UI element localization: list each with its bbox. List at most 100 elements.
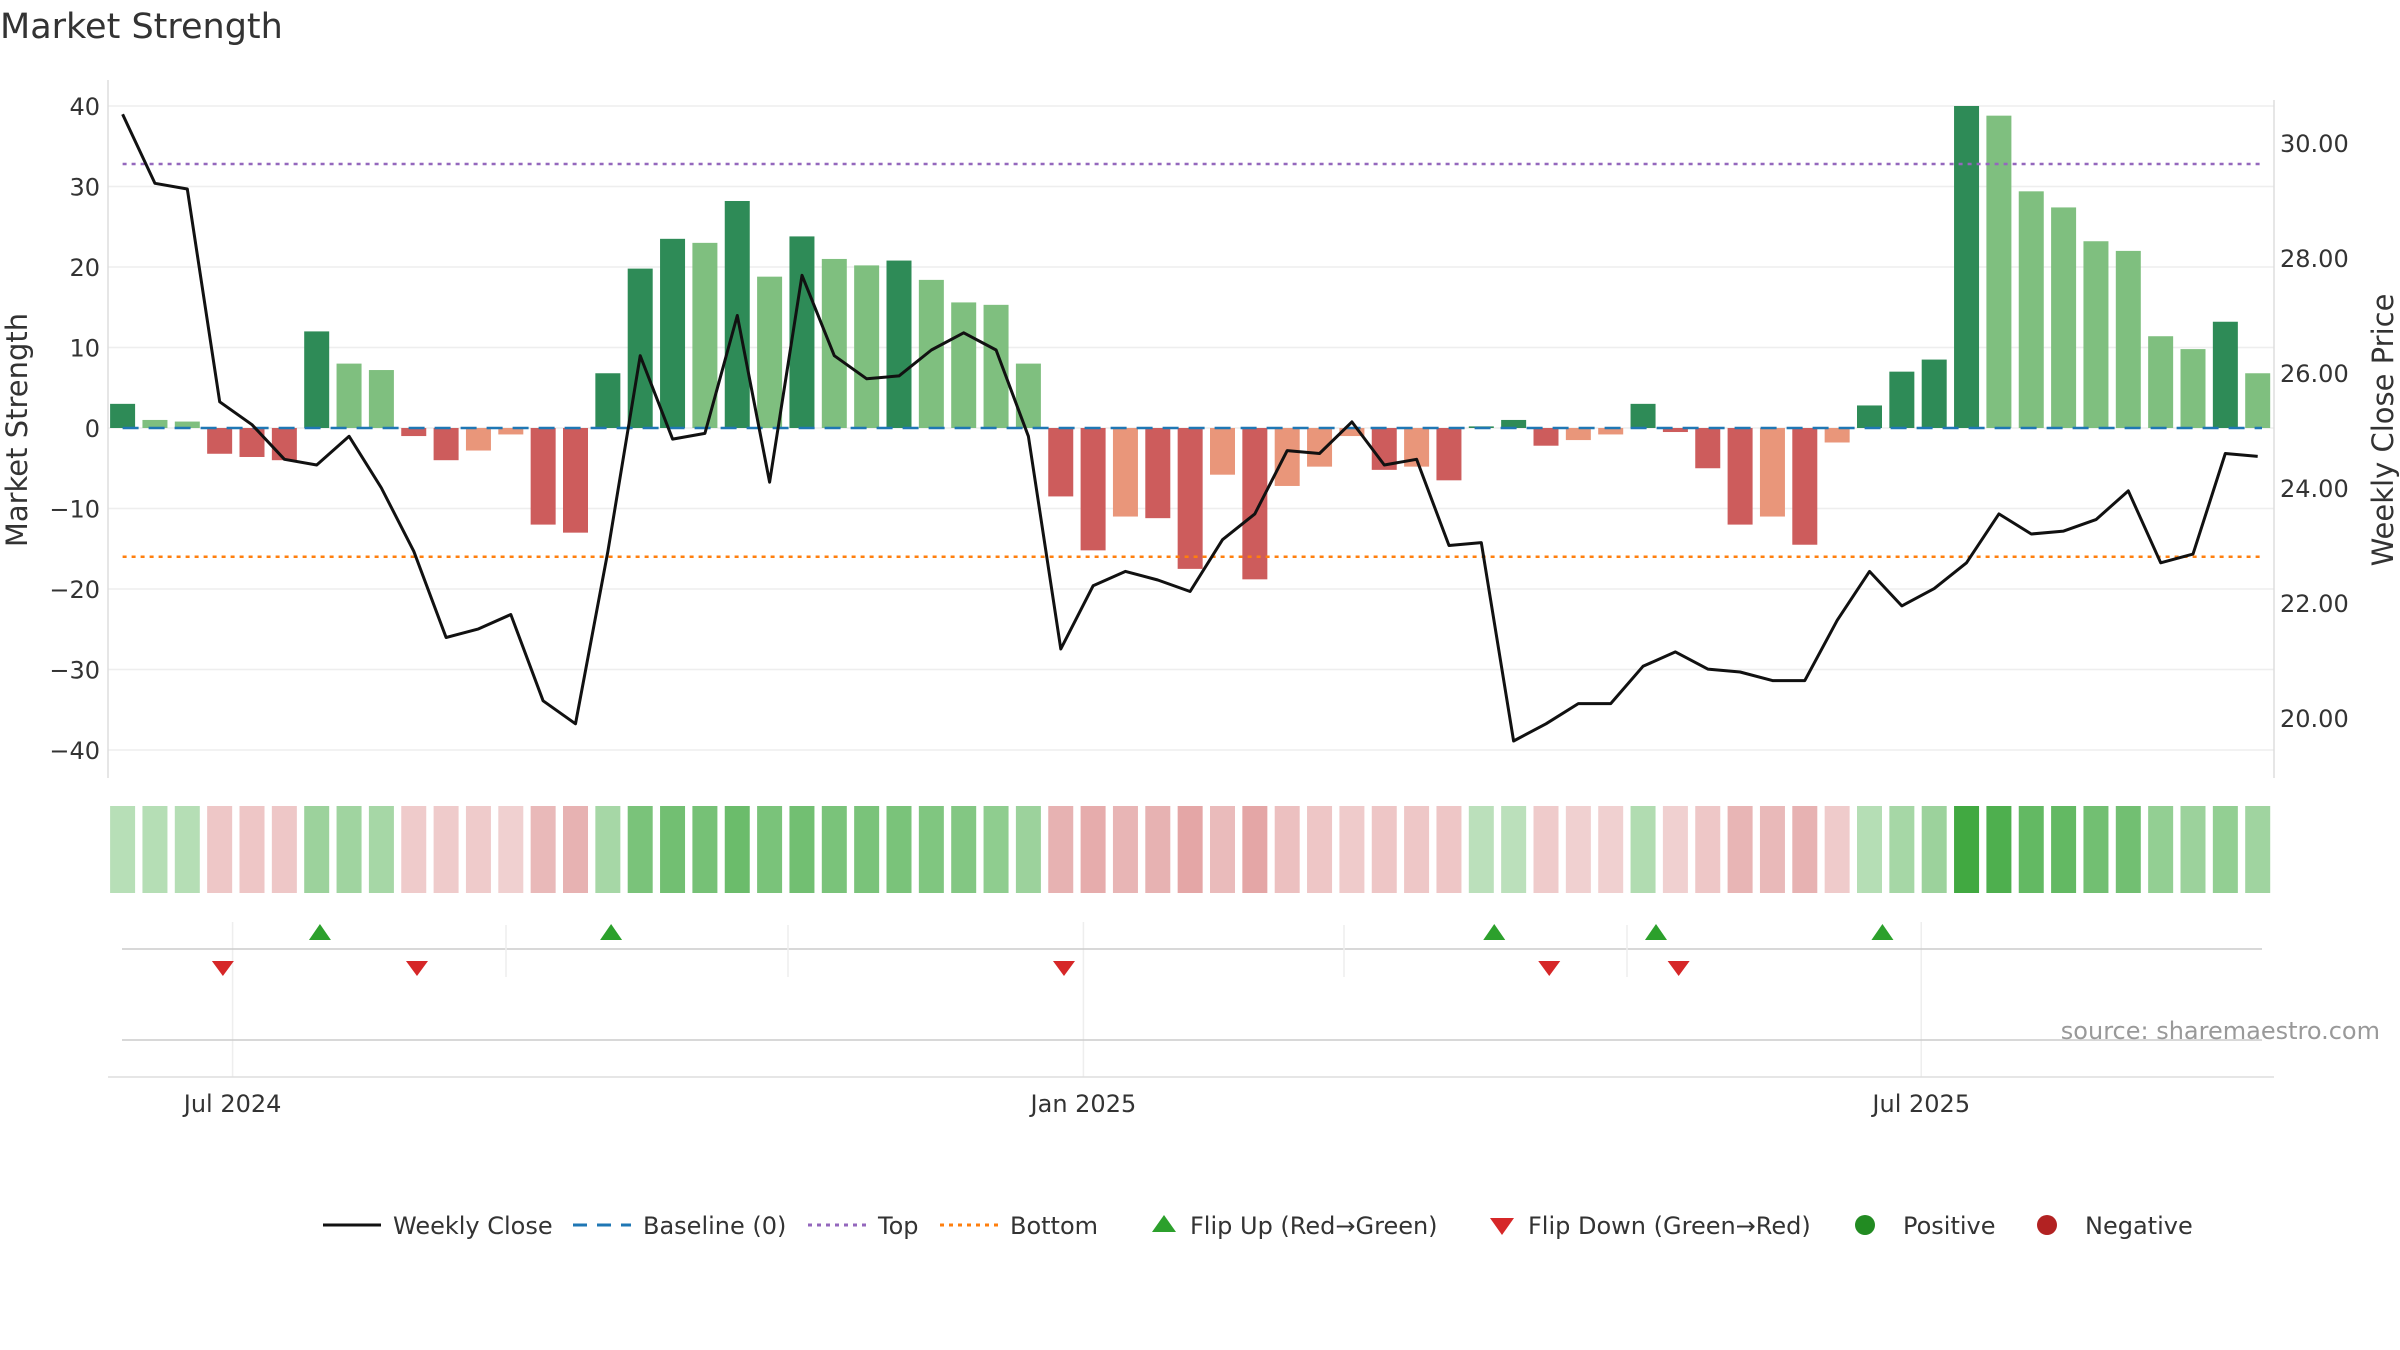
strength-bar (1662, 428, 1688, 433)
heat-cell (271, 806, 297, 893)
strength-bar (2051, 207, 2077, 428)
strength-bar (951, 302, 977, 428)
strength-bar (1145, 428, 1171, 519)
strength-bar (1630, 403, 1656, 428)
strength-bar (660, 238, 686, 428)
flip-down-marker (1052, 961, 1075, 976)
strength-bar (1048, 428, 1074, 497)
strength-bar (983, 304, 1009, 428)
heat-cell (1468, 806, 1494, 893)
strength-bar (1501, 419, 1527, 428)
heat-cell (1145, 806, 1171, 893)
heat-cell (595, 806, 621, 893)
x-tick-label: Jul 2024 (182, 1090, 282, 1118)
flip-down-marker (211, 961, 234, 976)
heat-cell (401, 806, 427, 893)
heat-cell (1954, 806, 1980, 893)
strength-bar (110, 403, 136, 428)
heat-cell (821, 806, 847, 893)
strength-bar (368, 370, 394, 428)
heat-cell (304, 806, 330, 893)
strength-bar (1565, 428, 1591, 441)
strength-bar (1242, 428, 1268, 580)
heat-cell (1727, 806, 1753, 893)
strength-bar (1727, 428, 1753, 525)
heat-cell (1404, 806, 1430, 893)
heat-cell (1533, 806, 1559, 893)
heat-cell (692, 806, 718, 893)
strength-bar (1889, 371, 1915, 428)
flip-markers-panel (122, 924, 2262, 977)
legend-swatch (1490, 1218, 1514, 1235)
heat-cell (1210, 806, 1235, 893)
heat-cell (433, 806, 459, 893)
heat-cell (886, 806, 912, 893)
flip-down-marker (1667, 961, 1690, 976)
flip-down-marker (405, 961, 428, 976)
x-axis-ticks: Jul 2024 Jan 2025 Jul 2025 (182, 1090, 1970, 1118)
left-tick-label: 40 (69, 93, 100, 121)
legend-item: Baseline (0) (573, 1212, 786, 1240)
heat-cell (174, 806, 200, 893)
heat-cell (1307, 806, 1333, 893)
strength-bar (207, 428, 233, 454)
heat-cell (1986, 806, 2012, 893)
heat-cell (757, 806, 783, 893)
strength-bar (1307, 428, 1333, 467)
strength-bar (1954, 106, 1980, 428)
strength-bar (271, 428, 297, 461)
strength-bar (1598, 428, 1624, 435)
heat-cell (2245, 806, 2271, 893)
heat-cell (563, 806, 588, 893)
heat-cell (1371, 806, 1397, 893)
left-tick-label: −30 (49, 657, 100, 685)
heat-cell (2018, 806, 2044, 893)
strength-bar (2018, 191, 2044, 428)
strength-bar (1436, 428, 1462, 481)
legend-label: Top (877, 1212, 919, 1240)
heat-cell (983, 806, 1009, 893)
heat-cell (1274, 806, 1300, 893)
legend-item: Weekly Close (323, 1212, 553, 1240)
heat-cell (498, 806, 524, 893)
heat-cell (1339, 806, 1365, 893)
heat-cell (1792, 806, 1818, 893)
flip-up-marker (308, 924, 331, 940)
flip-up-marker (1483, 924, 1506, 940)
x-tick-label: Jul 2025 (1870, 1090, 1970, 1118)
strength-bar (2083, 241, 2109, 428)
heat-cell (368, 806, 394, 893)
strength-bar (1792, 428, 1818, 545)
heat-cell (1695, 806, 1721, 893)
strength-bar (1921, 359, 1947, 428)
strength-bar (563, 428, 588, 533)
strength-bar (886, 260, 912, 428)
legend-item: Flip Up (Red→Green) (1152, 1212, 1438, 1240)
heat-cell (1630, 806, 1656, 893)
strength-bar (2180, 349, 2206, 428)
strength-bar (2212, 321, 2238, 428)
strength-bar (304, 331, 330, 428)
bottom-panel (108, 1039, 2274, 1078)
heat-cell (1857, 806, 1882, 893)
heat-cell (1048, 806, 1074, 893)
heat-cell (1015, 806, 1041, 893)
heat-cell (1598, 806, 1624, 893)
strength-bar (1015, 363, 1041, 428)
heat-cell (1080, 806, 1106, 893)
legend-label: Baseline (0) (643, 1212, 786, 1240)
legend-swatch (2037, 1215, 2057, 1235)
strength-bar (1857, 405, 1882, 428)
strength-bar (1533, 428, 1559, 446)
flip-up-marker (1644, 924, 1667, 940)
heat-cell (1759, 806, 1785, 893)
heat-cell (2051, 806, 2077, 893)
legend-label: Flip Down (Green→Red) (1528, 1212, 1811, 1240)
strength-bar (757, 276, 783, 428)
strength-bar (854, 265, 880, 428)
strength-bar (530, 428, 556, 525)
heat-cell (789, 806, 815, 893)
flip-down-marker (1538, 961, 1561, 976)
source-note: source: sharemaestro.com (2061, 1017, 2380, 1045)
strength-bar (1824, 428, 1850, 443)
